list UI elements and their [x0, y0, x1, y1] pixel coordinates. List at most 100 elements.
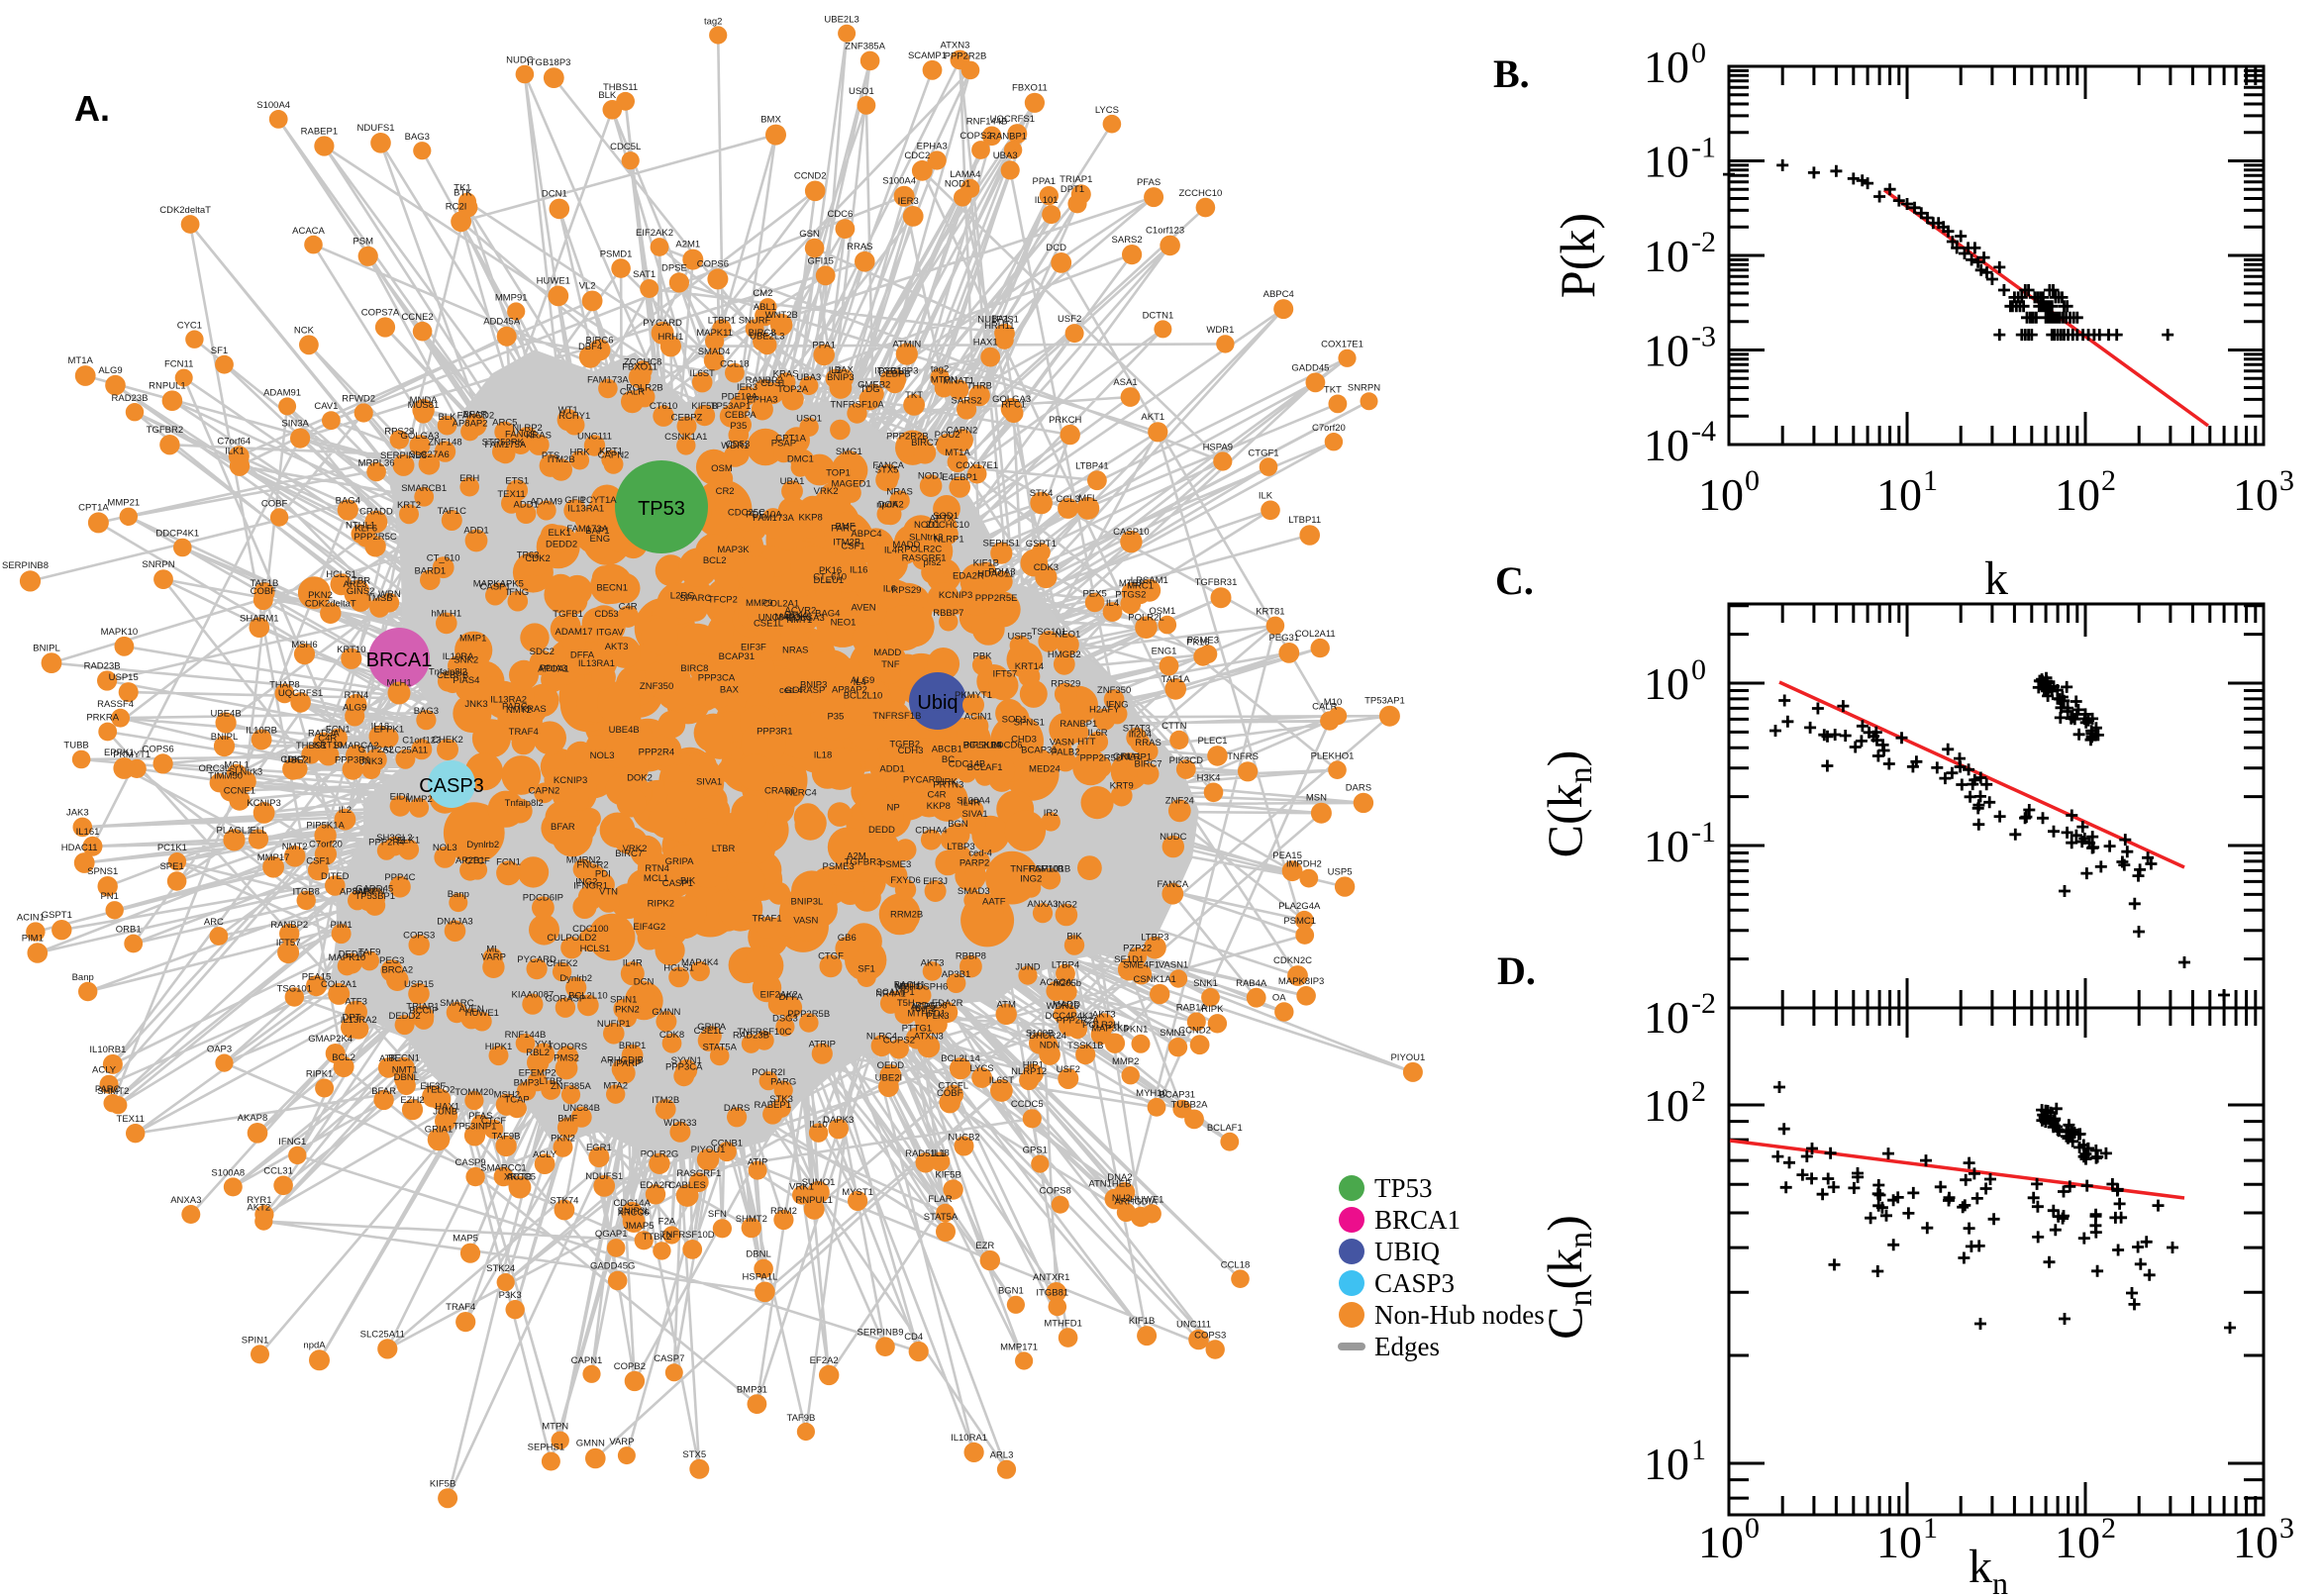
svg-text:ZNF350: ZNF350 — [1097, 685, 1131, 696]
svg-text:2: 2 — [2101, 1512, 2116, 1545]
svg-text:NR4A1: NR4A1 — [875, 989, 906, 1000]
svg-text:10: 10 — [1698, 1517, 1744, 1567]
svg-text:WNT2B: WNT2B — [765, 310, 798, 321]
svg-text:GMNN: GMNN — [576, 1439, 605, 1449]
svg-text:MTHFD1: MTHFD1 — [907, 1008, 946, 1019]
svg-text:ALG9: ALG9 — [98, 365, 122, 376]
svg-text:CEBPA: CEBPA — [725, 410, 757, 421]
svg-text:FCN1: FCN1 — [496, 856, 521, 867]
svg-text:ANXA3: ANXA3 — [1027, 899, 1058, 910]
svg-text:TKT: TKT — [905, 390, 923, 401]
svg-text:IFT57: IFT57 — [276, 938, 301, 948]
svg-text:PEG3: PEG3 — [379, 955, 404, 966]
svg-text:MMP9: MMP9 — [746, 598, 772, 609]
svg-text:MRPL36: MRPL36 — [358, 458, 395, 469]
svg-text:PTTG1: PTTG1 — [902, 1024, 933, 1035]
svg-text:ATRIP: ATRIP — [809, 1040, 836, 1050]
svg-text:DOK2: DOK2 — [878, 500, 904, 511]
svg-text:SMARC: SMARC — [440, 998, 473, 1009]
svg-text:STK4: STK4 — [1030, 488, 1054, 499]
svg-text:UBE4B: UBE4B — [211, 709, 242, 720]
svg-text:EIF3F: EIF3F — [741, 643, 766, 653]
svg-text:SDC2: SDC2 — [530, 647, 555, 657]
svg-text:-1: -1 — [1691, 132, 1716, 164]
svg-text:10: 10 — [1644, 326, 1689, 376]
svg-text:P3K3: P3K3 — [499, 1290, 522, 1301]
svg-text:10: 10 — [2233, 1517, 2278, 1567]
svg-text:TOPORS: TOPORS — [548, 1042, 587, 1052]
svg-text:STK4: STK4 — [784, 610, 808, 621]
svg-text:CAPN2: CAPN2 — [947, 425, 978, 436]
svg-text:CCNB1: CCNB1 — [711, 1138, 743, 1148]
svg-text:TOMM20: TOMM20 — [454, 1087, 493, 1098]
svg-text:EF2A2: EF2A2 — [810, 1355, 839, 1366]
svg-text:FLAR: FLAR — [928, 1194, 952, 1205]
svg-text:SERPINB8: SERPINB8 — [380, 450, 427, 461]
svg-text:PARC: PARC — [95, 1084, 121, 1095]
svg-text:10: 10 — [1644, 992, 1689, 1043]
svg-text:AATF: AATF — [982, 896, 1006, 907]
svg-text:VASN: VASN — [1050, 738, 1074, 748]
svg-text:TP53: TP53 — [1374, 1173, 1433, 1203]
svg-text:GADD45: GADD45 — [355, 884, 393, 895]
svg-text:TRAF1: TRAF1 — [753, 913, 782, 924]
svg-text:B.: B. — [1493, 51, 1530, 96]
svg-text:ACLY: ACLY — [533, 1149, 557, 1160]
svg-text:ATMIN: ATMIN — [892, 339, 921, 349]
svg-text:SHMT2: SHMT2 — [736, 1214, 767, 1225]
svg-text:NLRC4: NLRC4 — [786, 788, 817, 799]
svg-text:TGFB1: TGFB1 — [553, 609, 583, 620]
svg-text:CEBPB: CEBPB — [437, 670, 468, 681]
svg-text:TIMM50: TIMM50 — [208, 770, 243, 781]
svg-text:10: 10 — [1876, 1517, 1922, 1567]
svg-text:THAP8: THAP8 — [269, 679, 300, 690]
svg-text:IL16: IL16 — [850, 564, 868, 575]
svg-text:AP8AP2: AP8AP2 — [832, 684, 867, 695]
svg-text:RASSF4: RASSF4 — [97, 699, 134, 710]
svg-text:SPARC: SPARC — [679, 593, 711, 604]
svg-text:CSE1L: CSE1L — [694, 1026, 724, 1037]
svg-text:GMNN: GMNN — [652, 1007, 680, 1018]
svg-text:COBF: COBF — [251, 586, 277, 597]
svg-text:ING2: ING2 — [575, 876, 597, 887]
svg-text:BCL2L10: BCL2L10 — [844, 691, 883, 702]
svg-text:KIF5B: KIF5B — [430, 1478, 455, 1489]
svg-text:NEO1: NEO1 — [1055, 630, 1080, 641]
svg-text:PPP2R4: PPP2R4 — [639, 748, 674, 758]
svg-text:DCTN1: DCTN1 — [1143, 310, 1174, 321]
svg-text:RANBP1: RANBP1 — [1060, 719, 1097, 730]
svg-text:RTN4: RTN4 — [344, 690, 368, 701]
svg-text:Ubiq: Ubiq — [917, 692, 958, 714]
svg-text:WDR16: WDR16 — [1047, 1001, 1079, 1012]
svg-text:EPHA3: EPHA3 — [747, 395, 777, 406]
svg-text:COPS2: COPS2 — [960, 131, 991, 142]
svg-text:1: 1 — [1923, 464, 1938, 497]
svg-text:C.: C. — [1495, 558, 1534, 603]
svg-text:IL4: IL4 — [854, 677, 866, 688]
svg-text:CTGF: CTGF — [818, 950, 844, 961]
svg-text:NDUFS1: NDUFS1 — [585, 1171, 623, 1182]
svg-text:10: 10 — [1644, 420, 1689, 470]
svg-text:PFAS: PFAS — [468, 1111, 492, 1122]
svg-text:GINS2: GINS2 — [347, 586, 375, 597]
svg-text:BNIP3L: BNIP3L — [618, 1206, 651, 1217]
svg-text:LTBR: LTBR — [712, 844, 736, 854]
svg-text:BFAR: BFAR — [463, 410, 488, 421]
svg-text:ZCCHC10: ZCCHC10 — [926, 520, 969, 531]
svg-text:Banp: Banp — [448, 889, 469, 900]
svg-text:UQCRFS1: UQCRFS1 — [278, 688, 323, 699]
svg-text:TP53AP1: TP53AP1 — [1364, 696, 1405, 707]
svg-text:IL13RA1: IL13RA1 — [578, 658, 615, 669]
svg-text:F2A: F2A — [658, 1216, 676, 1227]
svg-text:TNFRSF10D: TNFRSF10D — [660, 1230, 715, 1241]
svg-text:PIYOU1: PIYOU1 — [691, 1145, 726, 1155]
svg-text:PSME3: PSME3 — [879, 859, 911, 870]
svg-text:FANCD2: FANCD2 — [457, 410, 494, 421]
svg-text:MADD: MADD — [873, 648, 901, 658]
svg-text:BMF: BMF — [557, 1114, 577, 1125]
svg-text:MAPK10: MAPK10 — [329, 952, 366, 963]
svg-text:IL101: IL101 — [1035, 195, 1059, 206]
svg-text:BNIPL: BNIPL — [33, 643, 59, 653]
svg-text:PPP2R2B: PPP2R2B — [886, 432, 929, 443]
svg-text:H2AFY: H2AFY — [1089, 705, 1120, 716]
